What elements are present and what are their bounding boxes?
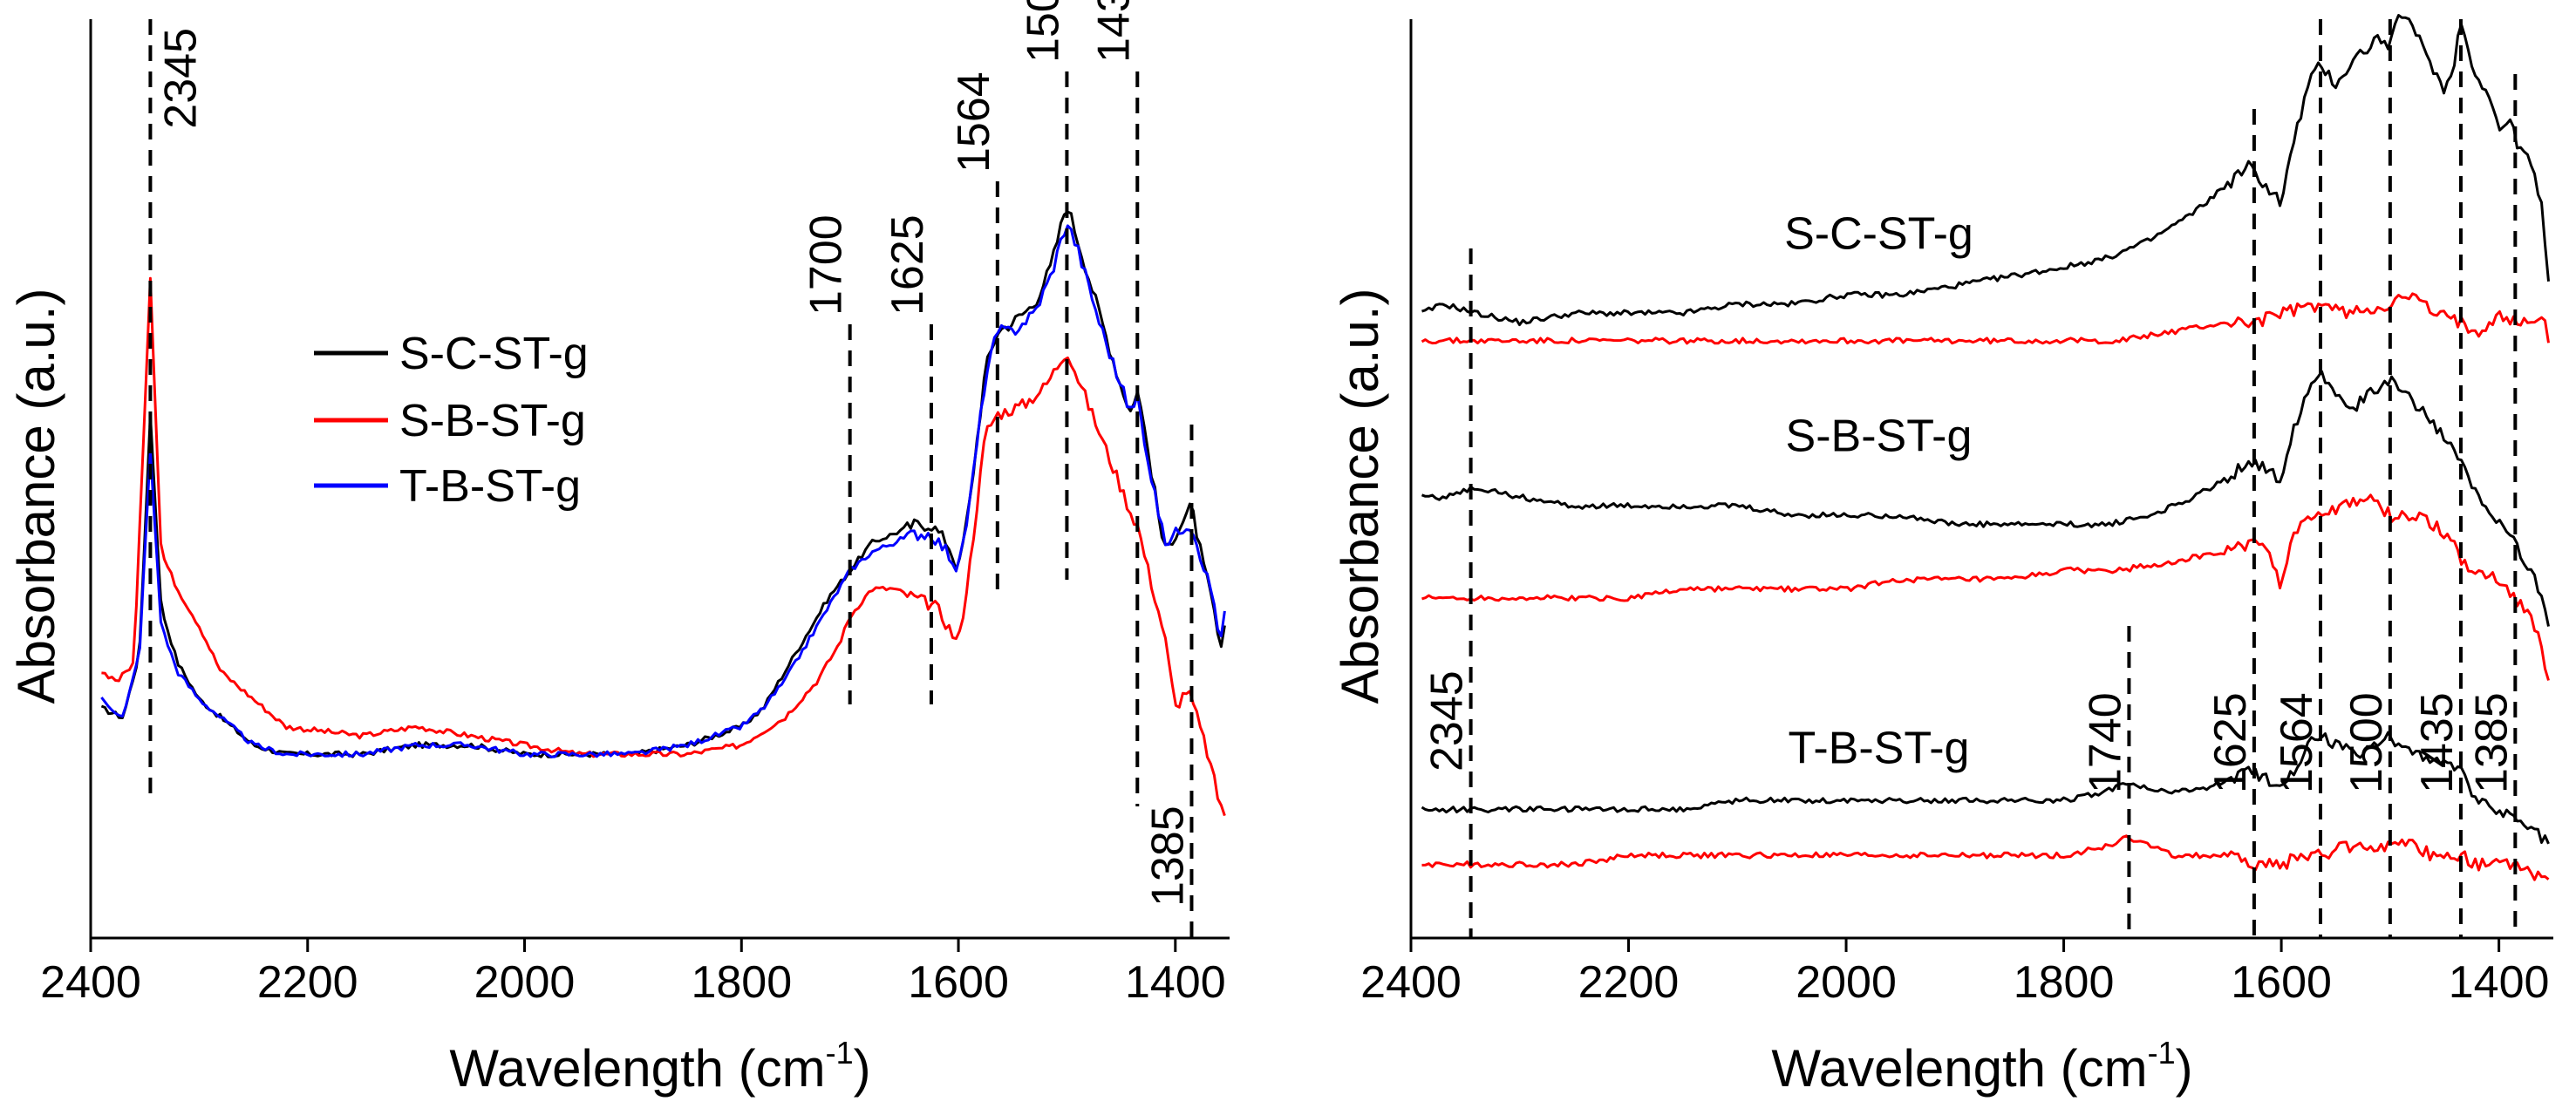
x-tick-label: 1400 (1125, 957, 1226, 1008)
peak-label: 2345 (1422, 670, 1473, 772)
series-label: S-B-ST-g (1786, 411, 1973, 461)
series-line (1421, 14, 2550, 327)
right-panel: 2400 2200 2000 1800 1600 1400 Wavelength (cm-1… (1331, 14, 2553, 1098)
x-tick-label: 1600 (908, 957, 1009, 1008)
series-line (1421, 493, 2550, 681)
peak-label: 2345 (155, 28, 206, 129)
peak-label: 1435 (2412, 692, 2463, 793)
legend-label: S-B-ST-g (399, 396, 586, 446)
legend-label: S-C-ST-g (399, 329, 589, 379)
peak-label: 1385 (1142, 806, 1193, 907)
x-tick-label: 1800 (691, 957, 792, 1008)
series-line (101, 276, 1226, 817)
series-line (1421, 370, 2550, 627)
series-line (1421, 731, 2550, 845)
left-panel: 2400 2200 2000 1800 1600 1400 Wavelength (cm-1… (7, 0, 1230, 1098)
x-tick-label: 1400 (2449, 957, 2550, 1008)
peak-label: 1625 (883, 214, 933, 316)
series-line (100, 210, 1226, 758)
peak-label: 1385 (2466, 692, 2517, 793)
y-axis-title: Absorbance (a.u.) (1331, 289, 1389, 704)
x-tick-label: 1800 (2014, 957, 2115, 1008)
x-tick-label: 1600 (2231, 957, 2332, 1008)
x-tick-label: 2200 (257, 957, 358, 1008)
series-line (1421, 834, 2550, 881)
x-axis-title: Wavelength (cm-1) (449, 1035, 870, 1098)
peak-label: 1625 (2205, 692, 2256, 793)
legend-label: T-B-ST-g (399, 461, 581, 512)
peak-label: 1500 (2341, 692, 2392, 793)
series-label: S-C-ST-g (1784, 209, 1973, 260)
peak-label: 1564 (949, 71, 999, 173)
peak-label: 1564 (2272, 692, 2322, 793)
x-tick-label: 2400 (1360, 957, 1462, 1008)
y-axis-title: Absorbance (a.u.) (7, 289, 65, 704)
x-tick-label: 2000 (474, 957, 576, 1008)
series-label: T-B-ST-g (1788, 724, 1969, 774)
series-line (100, 224, 1226, 758)
peak-label: 1500 (1018, 0, 1068, 63)
x-tick-label: 2200 (1578, 957, 1680, 1008)
peak-label: 1740 (2080, 692, 2130, 793)
peak-label: 1700 (801, 214, 852, 316)
x-tick-label: 2000 (1796, 957, 1897, 1008)
x-tick-label: 2400 (40, 957, 141, 1008)
series-line (1421, 292, 2550, 345)
x-axis-title: Wavelength (cm-1) (1771, 1035, 2192, 1098)
peak-label: 1435 (1088, 0, 1139, 63)
